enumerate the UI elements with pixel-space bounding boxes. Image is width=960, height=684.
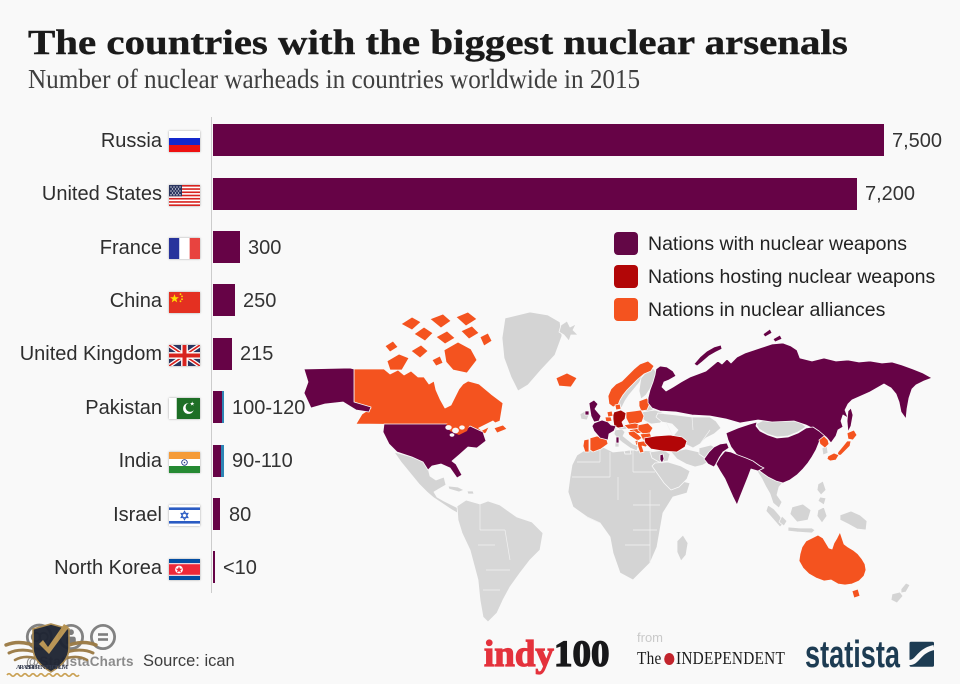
svg-text:ARAB DEFENSE FORUM: ARAB DEFENSE FORUM <box>16 664 68 671</box>
